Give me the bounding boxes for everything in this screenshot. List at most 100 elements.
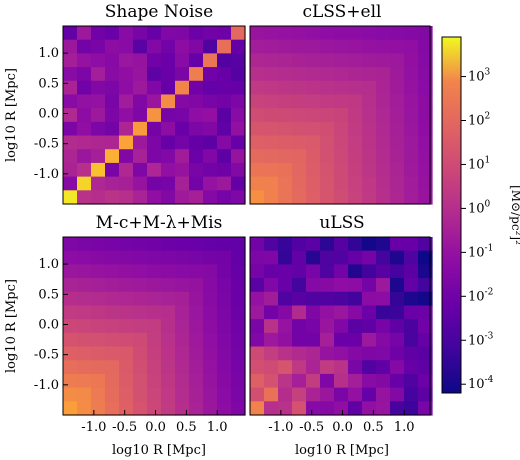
heatmap-cell <box>105 149 120 164</box>
heatmap-cell <box>203 291 218 307</box>
heatmap-cell <box>91 346 106 361</box>
heatmap-cell <box>418 121 433 137</box>
heatmap-cell <box>189 305 204 320</box>
heatmap-cell <box>306 190 321 205</box>
heatmap-cell <box>292 305 307 320</box>
heatmap-cell <box>306 401 321 416</box>
heatmap-cell <box>390 401 405 416</box>
heatmap-cell <box>362 94 377 109</box>
heatmap-cell <box>264 121 279 137</box>
heatmap-cell <box>250 190 265 205</box>
heatmap-cell <box>217 305 232 320</box>
heatmap-cell <box>362 332 377 348</box>
heatmap-cell <box>203 387 218 402</box>
heatmap-cell <box>404 332 419 348</box>
heatmap-cell <box>334 26 349 41</box>
heatmap-cell <box>278 80 293 96</box>
heatmap-cell <box>175 278 190 293</box>
heatmap-cell <box>203 26 218 41</box>
heatmap-cell <box>306 360 321 375</box>
heatmap-cell <box>231 176 246 191</box>
heatmap-cell <box>203 80 218 96</box>
heatmap-cell <box>133 387 148 402</box>
heatmap-cells <box>63 26 246 205</box>
heatmap-cell <box>320 332 335 348</box>
heatmap-cell <box>334 264 349 279</box>
heatmap-cell <box>418 53 433 68</box>
heatmap-cell <box>161 332 176 348</box>
heatmap-cell <box>63 360 78 375</box>
heatmap-cell <box>250 291 265 307</box>
heatmap-cell <box>231 250 246 265</box>
heatmap-cell <box>390 94 405 109</box>
heatmap-cell <box>264 26 279 41</box>
heatmap-cell <box>105 94 120 109</box>
heatmap-cell <box>376 373 391 389</box>
heatmap-cell <box>217 80 232 96</box>
y-ticks: 1.0 0.5 0.0 -0.5 -1.0 <box>34 46 68 182</box>
heatmap-cell <box>404 373 419 389</box>
heatmap-cell <box>91 67 106 82</box>
heatmap-cell <box>231 149 246 164</box>
heatmap-cell <box>147 305 162 320</box>
heatmap-cell <box>320 149 335 164</box>
heatmap-cell <box>362 250 377 265</box>
heatmap-cell <box>264 373 279 389</box>
heatmap-cell <box>334 190 349 205</box>
panel-ulss: uLSS -1.0 -0.5 0.0 0.5 1.0 log10 R [Mpc] <box>249 213 433 458</box>
heatmap-cell <box>306 250 321 265</box>
heatmap-cell <box>77 26 92 41</box>
panel-title: cLSS+ell <box>303 2 382 22</box>
heatmap-cell <box>217 291 232 307</box>
heatmap-cell <box>161 108 176 123</box>
heatmap-cell <box>250 108 265 123</box>
heatmap-cell <box>278 121 293 137</box>
heatmap-cell <box>203 190 218 205</box>
heatmap-cell <box>231 80 246 96</box>
heatmap-cell <box>264 305 279 320</box>
heatmap-cell <box>362 39 377 54</box>
heatmap-cell <box>362 264 377 279</box>
heatmap-cell <box>376 39 391 54</box>
heatmap-cell <box>133 67 148 82</box>
heatmap-cell <box>63 135 78 150</box>
heatmap-cell <box>119 108 134 123</box>
heatmap-cell <box>348 387 363 402</box>
y-axis-label: log10 R [Mpc] <box>4 279 19 373</box>
heatmap-cell <box>217 278 232 293</box>
heatmap-cell <box>119 305 134 320</box>
y-tick-label: -0.5 <box>34 137 59 152</box>
heatmap-cell <box>306 121 321 137</box>
heatmap-cell <box>217 360 232 375</box>
heatmap-cell <box>119 80 134 96</box>
heatmap-cell <box>175 80 190 96</box>
heatmap-cell <box>376 135 391 150</box>
heatmap-cell <box>264 278 279 293</box>
heatmap-cell <box>133 360 148 375</box>
heatmap-cell <box>404 190 419 205</box>
heatmap-cell <box>133 401 148 416</box>
heatmap-cells <box>250 237 433 416</box>
x-tick-label: 0.0 <box>145 420 166 435</box>
heatmap-cell <box>320 305 335 320</box>
heatmap-cell <box>133 305 148 320</box>
heatmap-cell <box>161 237 176 252</box>
heatmap-cell <box>376 108 391 123</box>
heatmap-cell <box>77 401 92 416</box>
heatmap-cell <box>119 53 134 68</box>
heatmap-cell <box>91 401 106 416</box>
heatmap-cell <box>292 121 307 137</box>
heatmap-cell <box>306 305 321 320</box>
heatmap-cell <box>189 373 204 389</box>
panel-title: uLSS <box>319 213 364 233</box>
heatmap-cell <box>91 94 106 109</box>
heatmap-cell <box>161 373 176 389</box>
heatmap-cell <box>63 332 78 348</box>
heatmap-cell <box>119 237 134 252</box>
heatmap-cell <box>362 26 377 41</box>
heatmap-cell <box>231 39 246 54</box>
heatmap-cell <box>77 346 92 361</box>
heatmap-cell <box>133 135 148 150</box>
heatmap-cell <box>278 162 293 178</box>
heatmap-cell <box>278 237 293 252</box>
